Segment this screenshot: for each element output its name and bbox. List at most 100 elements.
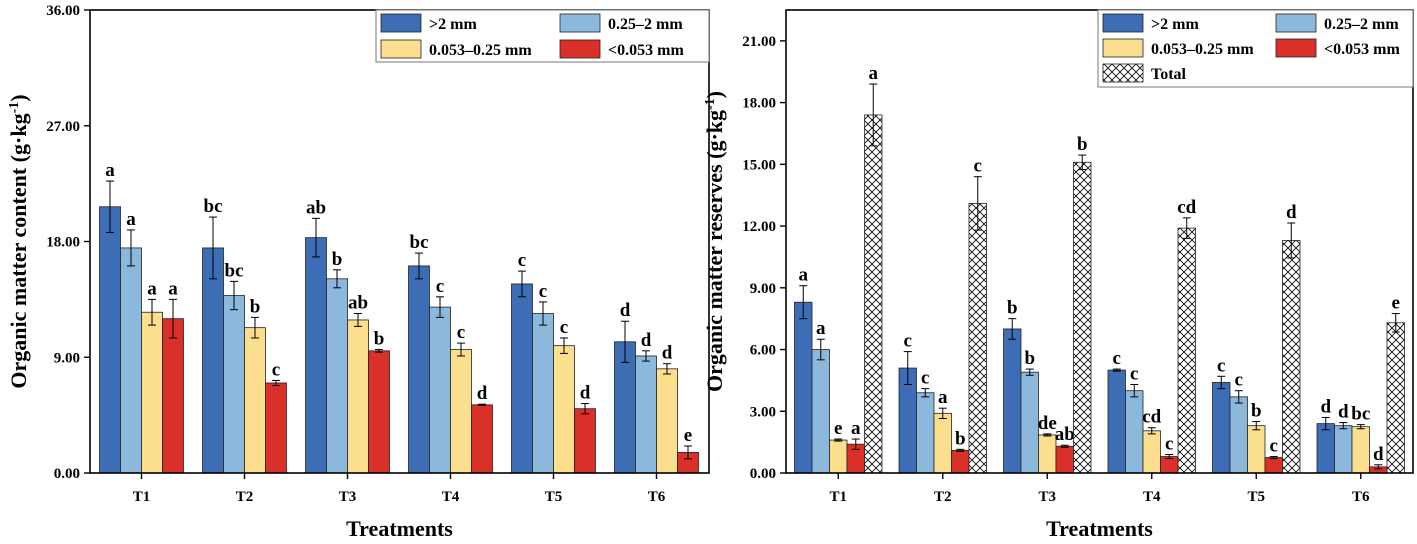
significance-letter: d	[1286, 202, 1297, 223]
legend-label: >2 mm	[429, 16, 477, 33]
x-tick-label: T2	[236, 489, 254, 505]
y-tick-label: 9.00	[54, 350, 80, 366]
bar	[1212, 382, 1231, 474]
significance-letter: c	[436, 276, 444, 297]
bar	[811, 349, 830, 474]
y-axis-title-end: )	[702, 91, 727, 98]
significance-letter: c	[904, 331, 912, 352]
legend-box	[375, 9, 710, 63]
bar	[1247, 425, 1266, 474]
bar	[450, 349, 472, 474]
y-tick-label: 18.00	[46, 235, 80, 251]
bar	[1386, 322, 1405, 474]
bar	[326, 278, 348, 474]
bar	[532, 313, 554, 474]
legend: >2 mm 0.25–2 mm 0.053–0.25 mm <0.053 mm Tota…	[1097, 9, 1414, 88]
significance-letter: a	[105, 160, 115, 181]
significance-letter: d	[1338, 402, 1349, 423]
y-axis-title-main: Organic matter reserves (g·kg	[702, 110, 727, 392]
legend: >2 mm 0.25–2 mm 0.053–0.25 mm <0.053 mm	[375, 9, 710, 63]
bar	[347, 319, 369, 474]
bar	[244, 327, 266, 474]
bar	[511, 283, 533, 474]
legend-label: 0.25–2 mm	[608, 16, 683, 33]
legend-label: Total	[1151, 66, 1187, 83]
significance-letter: de	[1038, 413, 1057, 434]
significance-letter: b	[332, 249, 343, 270]
legend-swatch	[559, 13, 601, 33]
legend-label: <0.053 mm	[608, 42, 684, 59]
significance-letter: b	[1251, 401, 1262, 422]
significance-letter: c	[518, 250, 526, 271]
significance-letter: c	[539, 281, 547, 302]
x-tick-label: T5	[545, 489, 563, 505]
x-tick-label: T2	[934, 489, 952, 505]
bar	[471, 404, 493, 474]
bar	[1351, 426, 1370, 474]
significance-letter: c	[1113, 348, 1121, 369]
legend-label: 0.053–0.25 mm	[1151, 41, 1254, 58]
bar	[162, 318, 184, 474]
significance-letter: d	[477, 383, 488, 404]
legend-swatch	[1102, 13, 1144, 33]
significance-letter: d	[1320, 396, 1331, 417]
significance-letter: c	[457, 322, 465, 343]
significance-letter: b	[1007, 298, 1018, 319]
legend-swatch	[1275, 38, 1317, 58]
bar	[656, 368, 678, 474]
legend-swatch	[1275, 13, 1317, 33]
x-axis-title: Treatments	[346, 516, 453, 541]
legend-swatch	[1102, 38, 1144, 58]
significance-letter: e	[834, 418, 842, 439]
bar	[223, 295, 245, 474]
bar	[1003, 328, 1022, 474]
y-axis-title-superscript: -1	[7, 102, 22, 114]
bar	[305, 237, 327, 474]
bar	[1177, 227, 1196, 474]
significance-letter: a	[938, 387, 948, 408]
y-tick-label: 9.00	[750, 281, 776, 297]
y-tick-label: 6.00	[750, 343, 776, 359]
bar	[429, 306, 451, 474]
y-tick-label: 12.00	[742, 219, 776, 235]
significance-letter: cd	[1177, 197, 1196, 218]
bar	[202, 247, 224, 474]
y-axis-title-superscript: -1	[703, 98, 718, 110]
bar	[968, 203, 987, 474]
bar	[1282, 240, 1301, 474]
legend-box	[1097, 9, 1414, 88]
bar	[265, 382, 287, 474]
significance-letter: a	[147, 278, 157, 299]
legend-swatch	[380, 13, 422, 33]
significance-letter: d	[641, 330, 652, 351]
x-axis-title: Treatments	[1046, 516, 1153, 541]
y-tick-label: 0.00	[54, 466, 80, 482]
significance-letter: b	[955, 428, 966, 449]
bar	[1020, 371, 1039, 474]
significance-letter: c	[974, 156, 982, 177]
bar	[1107, 369, 1126, 474]
x-tick-label: T1	[133, 489, 151, 505]
significance-letter: d	[620, 300, 631, 321]
x-tick-label: T4	[1143, 489, 1161, 505]
x-tick-label: T4	[442, 489, 460, 505]
bar	[829, 439, 848, 474]
y-tick-label: 3.00	[750, 404, 776, 420]
significance-letter: bc	[1351, 404, 1370, 425]
bar	[794, 301, 813, 474]
y-axis-title-main: Organic matter content (g·kg	[6, 113, 31, 388]
x-tick-label: T6	[648, 489, 666, 505]
y-axis-title-end: )	[6, 94, 31, 101]
x-tick-label: T3	[1038, 489, 1056, 505]
significance-letter: bc	[204, 196, 223, 217]
significance-letter: b	[1024, 348, 1035, 369]
y-tick-label: 21.00	[742, 34, 776, 50]
significance-letter: b	[250, 296, 261, 317]
significance-letter: a	[869, 63, 879, 84]
significance-letter: a	[816, 318, 826, 339]
significance-letter: ab	[306, 197, 326, 218]
legend-swatch	[559, 39, 601, 59]
significance-letter: a	[126, 209, 136, 230]
significance-letter: c	[1165, 433, 1173, 454]
